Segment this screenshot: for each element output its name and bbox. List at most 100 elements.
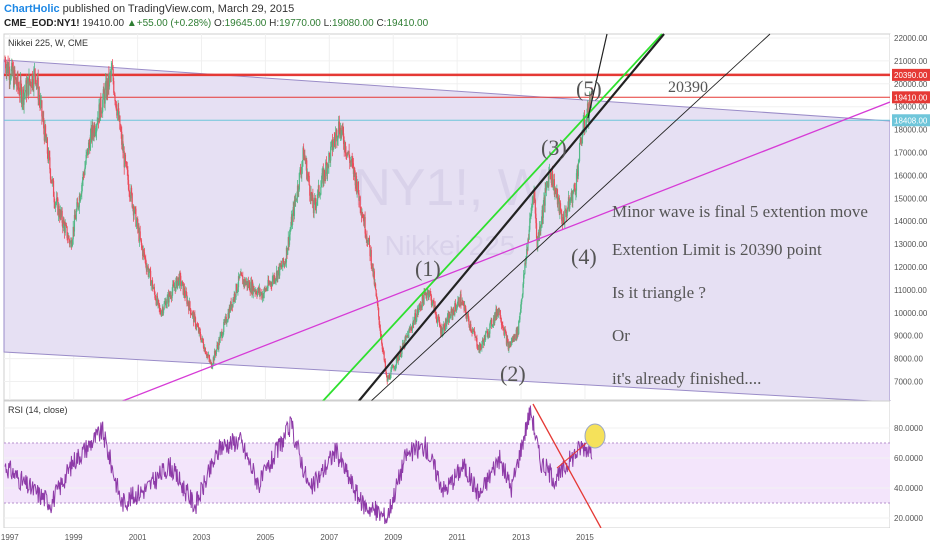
- candle-body: [338, 121, 340, 133]
- candle-body: [464, 305, 466, 310]
- candle-body: [32, 75, 34, 87]
- candle-body: [82, 173, 84, 181]
- candle-body: [295, 198, 297, 200]
- candle-body: [160, 313, 162, 316]
- candle-body: [489, 320, 492, 325]
- rsi-pane[interactable]: 80.0000 60.0000 40.0000 20.0000 RSI (14, cl…: [3, 400, 932, 529]
- candle-body: [319, 194, 321, 196]
- candle-body: [247, 281, 249, 287]
- candle-body: [17, 86, 20, 89]
- candle-body: [91, 127, 93, 141]
- candle-body: [44, 125, 46, 141]
- candle-body: [196, 324, 198, 328]
- candle-body: [519, 313, 521, 320]
- high-value: 19770.00: [279, 18, 321, 29]
- candle-body: [364, 217, 366, 234]
- candle-body: [268, 283, 270, 285]
- price-legend: Nikkei 225, W, CME: [8, 38, 88, 48]
- candle-body: [236, 284, 238, 293]
- candle-body: [319, 194, 321, 196]
- candle-body: [551, 171, 554, 187]
- candle-body: [553, 179, 555, 186]
- candle-body: [494, 313, 496, 323]
- green-trendline: [321, 33, 663, 403]
- candle-body: [540, 226, 542, 232]
- candle-body: [397, 356, 399, 362]
- candle-body: [63, 219, 65, 224]
- candle-body: [43, 117, 45, 129]
- candle-body: [398, 357, 400, 360]
- candle-body: [376, 295, 378, 299]
- candle-body: [427, 290, 429, 294]
- candle-body: [58, 205, 60, 216]
- candle-body: [91, 124, 93, 141]
- candle-body: [138, 231, 141, 242]
- candle-body: [194, 317, 197, 327]
- candle-body: [186, 300, 189, 304]
- candle-body: [282, 258, 284, 267]
- candle-body: [507, 341, 509, 350]
- candle-body: [403, 341, 406, 347]
- author-link[interactable]: ChartHolic: [4, 3, 60, 15]
- candle-body: [426, 293, 428, 298]
- candle-body: [263, 293, 265, 298]
- candle-body: [587, 103, 589, 122]
- candle-body: [381, 337, 383, 344]
- candle-body: [38, 94, 41, 100]
- price-pane[interactable]: NY1!, W Nikkei 225 22000.0021000.0020000…: [3, 33, 932, 403]
- rsi-axis[interactable]: 80.0000 60.0000 40.0000 20.0000: [890, 401, 932, 528]
- candle-body: [188, 304, 190, 311]
- candle-body: [507, 338, 509, 342]
- candle-body: [453, 311, 455, 315]
- candle-body: [127, 179, 130, 190]
- candle-body: [239, 274, 241, 276]
- candle-body: [384, 361, 386, 370]
- candle-body: [81, 180, 84, 185]
- candle-body: [282, 258, 284, 264]
- candle-body: [418, 304, 420, 310]
- candle-body: [509, 341, 511, 347]
- time-axis[interactable]: 1997 1999 2001 2003 2005 2007 2009 2011 2013 2015: [0, 528, 932, 550]
- candle-body: [81, 184, 83, 194]
- candle-body: [550, 174, 552, 183]
- candle-body: [297, 185, 299, 192]
- candle-body: [567, 197, 570, 207]
- candle-body: [299, 169, 302, 173]
- candle-body: [260, 293, 262, 295]
- candle-body: [144, 257, 146, 259]
- candle-body: [421, 306, 423, 308]
- candle-body: [339, 132, 341, 138]
- candle-body: [470, 330, 473, 332]
- candle-body: [475, 337, 477, 338]
- candle-body: [201, 339, 203, 342]
- candle-body: [166, 303, 168, 308]
- candle-body: [49, 169, 52, 180]
- wave-2-label: (2): [500, 361, 526, 386]
- price-axis[interactable]: 22000.00 21000.00 20000.00 19000.00 18000.00…: [890, 34, 932, 400]
- candle-body: [270, 282, 272, 285]
- candle-body: [134, 207, 136, 209]
- candle-body: [486, 330, 488, 338]
- candle-body: [528, 229, 530, 240]
- candle-body: [194, 314, 196, 318]
- candle-body: [6, 61, 9, 67]
- candle-body: [386, 373, 388, 377]
- candle-body: [323, 169, 326, 177]
- candle-body: [494, 313, 496, 318]
- candle-body: [534, 199, 536, 214]
- candle-body: [287, 248, 289, 255]
- candle-body: [502, 325, 504, 329]
- candle-body: [370, 250, 372, 266]
- candle-body: [158, 303, 160, 309]
- candle-body: [130, 187, 132, 199]
- candle-body: [5, 68, 7, 74]
- candle-body: [432, 300, 434, 305]
- candle-body: [119, 115, 121, 130]
- candle-body: [304, 154, 306, 160]
- candle-body: [79, 195, 81, 201]
- candle-body: [392, 365, 394, 368]
- candle-body: [463, 303, 465, 310]
- candle-body: [221, 335, 224, 338]
- candle-body: [535, 223, 538, 239]
